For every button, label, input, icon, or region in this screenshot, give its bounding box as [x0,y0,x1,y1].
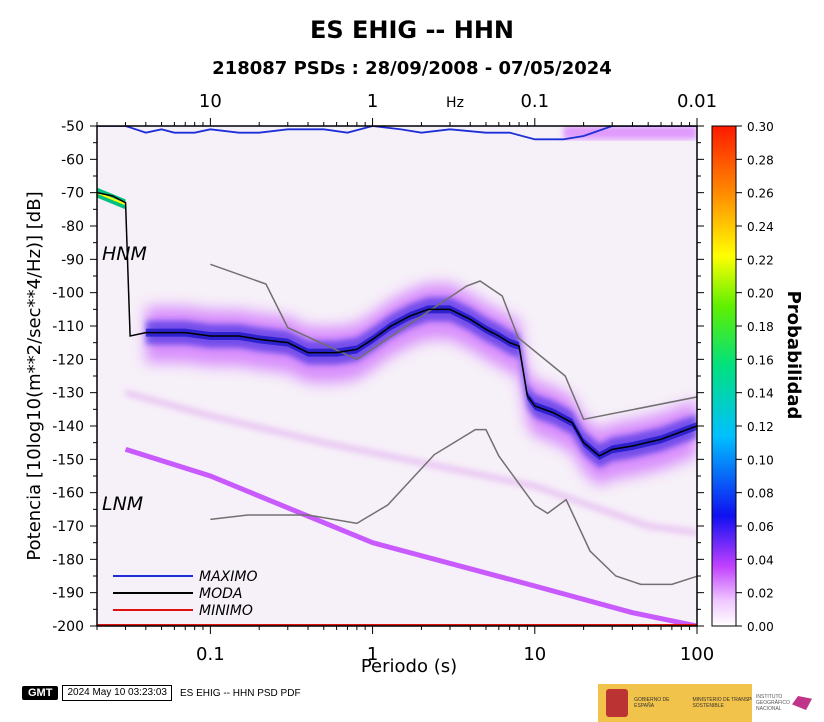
density-faint-band [124,389,697,536]
y-tick-label: -200 [52,619,84,635]
gov-text-1: GOBIERNO DE ESPAÑA [634,697,670,709]
x-axis-label: Periodo (s) [361,656,457,677]
hnm-label: HNM [102,243,147,265]
x-tick-label: 1 [367,644,378,665]
y-tick-label: -160 [52,486,84,502]
colorbar-tick-label: 0.18 [747,320,774,334]
legend-label-maximo: MAXIMO [199,569,257,585]
colorbar-tick-label: 0.00 [747,620,774,634]
ign-text-2: GEOGRÁFICO [756,700,790,706]
ign-mark-icon [792,696,812,710]
timestamp: 2024 May 10 03:23:03 [62,685,172,701]
top-tick-label: 1 [367,91,378,112]
lnm-label: LNM [102,493,143,515]
ign-text-1: INSTITUTO [756,694,783,700]
x-tick-label: 10 [523,644,546,665]
lnm-model-line [210,428,697,586]
legend-label-minimo: MINIMO [199,603,253,619]
colorbar-tick-label: 0.24 [747,220,774,234]
legend-label-moda: MODA [199,586,242,602]
y-tick-label: -60 [61,152,84,168]
ign-text-3: NACIONAL [756,706,782,712]
y-tick-label: -70 [61,186,84,202]
y-tick-label: -90 [61,252,84,268]
y-tick-label: -130 [52,386,84,402]
y-tick-label: -170 [52,519,84,535]
moda-line [97,191,697,457]
colorbar-tick-label: 0.06 [747,520,774,534]
gov-text-2: MINISTERIO DE TRANSPORTES Y MOVILIDAD SO… [692,697,803,709]
footer-label: ES EHIG -- HHN PSD PDF [179,687,301,699]
colorbar-label: Probabilidad [783,291,804,420]
hnm-model-line [210,263,697,421]
colorbar-tick-label: 0.10 [747,453,774,467]
y-tick-label: -150 [52,452,84,468]
density-peak-band [145,305,697,460]
coat-of-arms-icon [606,689,629,717]
y-tick-label: -80 [61,219,84,235]
y-tick-label: -180 [52,552,84,568]
top-tick-label: 0.1 [520,91,549,112]
density-top-band [563,126,697,140]
gmt-logo: GMT [22,686,59,700]
top-tick-label: 0.01 [677,91,717,112]
top-frequency-axis: 10 1 0.1 0.01 [199,91,717,112]
probability-density-layer [97,126,697,626]
colorbar-tick-label: 0.16 [747,353,774,367]
series-lines-layer [97,126,697,626]
footer: GMT 2024 May 10 03:23:03 ES EHIG -- HHN … [22,685,301,701]
chart-subtitle: 218087 PSDs : 28/09/2008 - 07/05/2024 [212,58,612,79]
density-diagonal-band [124,446,697,626]
colorbar-tick-label: 0.28 [747,153,774,167]
y-tick-label: -50 [61,119,84,135]
colorbar-tick-label: 0.30 [747,120,774,134]
colorbar-tick-label: 0.04 [747,553,774,567]
colorbar-tick-label: 0.22 [747,253,774,267]
colorbar-tick-label: 0.02 [747,587,774,601]
y-axis: -50 -60 -70 -80 -90 -100 -110 -120 -130 -140 -150 -… [52,119,704,635]
ign-logo: INSTITUTO GEOGRÁFICO NACIONAL [752,684,824,722]
colorbar-tick-label: 0.12 [747,420,774,434]
colorbar-tick-label: 0.08 [747,487,774,501]
colorbar-tick-label: 0.20 [747,287,774,301]
y-tick-label: -100 [52,286,84,302]
x-tick-label: 0.1 [196,644,225,665]
y-axis-label: Potencia [10log10(m**2/sec**4/Hz)] [dB] [24,191,45,560]
x-tick-label: 100 [680,644,714,665]
colorbar-tick-label: 0.14 [747,387,774,401]
plot-background [97,126,697,626]
colorbar-tick-label: 0.26 [747,187,774,201]
colorbar [711,125,737,627]
x-axis: 0.1 1 10 100 [96,118,714,665]
y-tick-label: -140 [52,419,84,435]
maximo-line [97,126,697,141]
y-tick-label: -110 [52,319,84,335]
top-tick-label: 10 [199,91,222,112]
y-tick-label: -120 [52,352,84,368]
y-tick-label: -190 [52,586,84,602]
colorbar-ticks: 0.30 0.28 0.26 0.24 0.22 0.20 0.18 0.16 0.14 0.12… [736,120,774,634]
top-axis-unit-label: Hz [446,95,464,111]
chart-title: ES EHIG -- HHN [309,16,515,44]
density-hotspot-core [97,191,126,206]
